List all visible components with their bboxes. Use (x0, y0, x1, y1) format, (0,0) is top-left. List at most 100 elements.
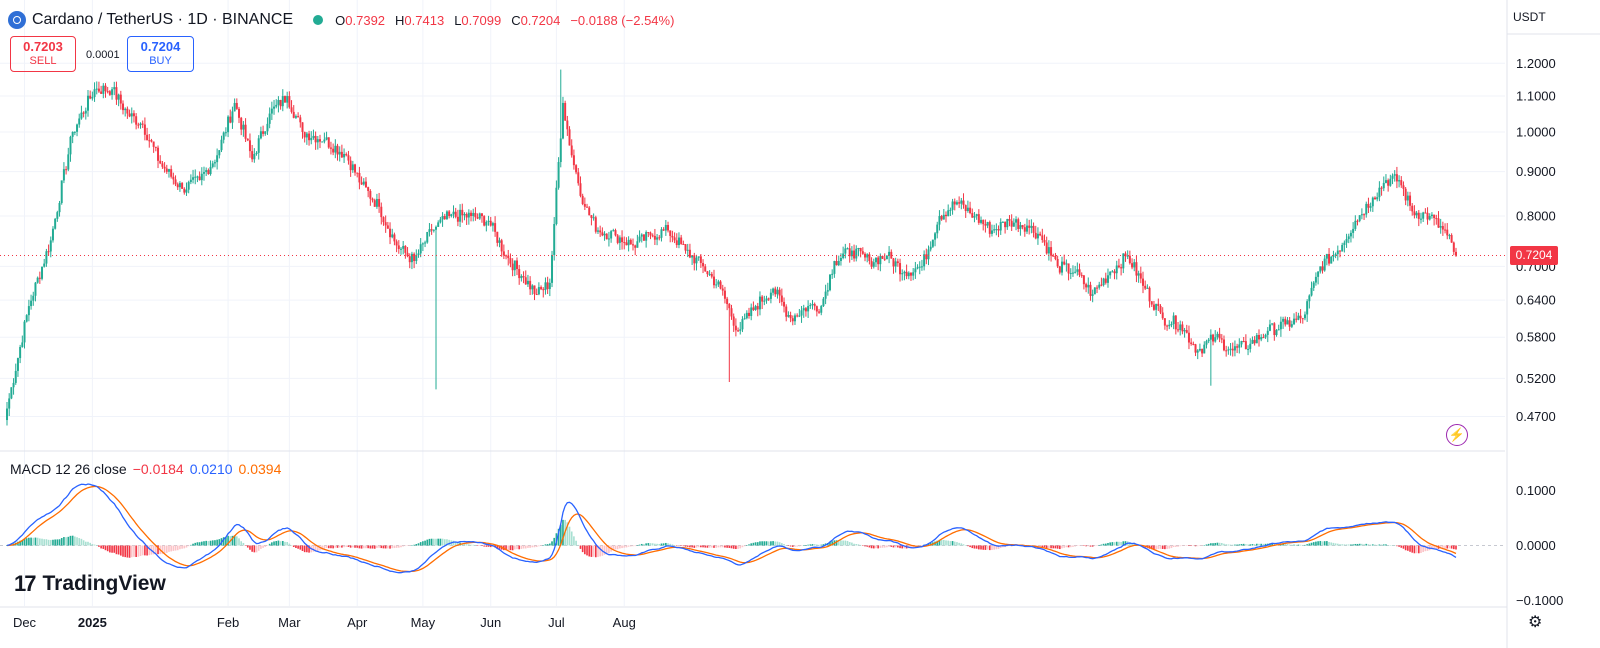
candle-body (1194, 344, 1197, 353)
macd-histogram-bar (761, 541, 763, 546)
candle-body (399, 248, 402, 250)
candle-body (542, 289, 545, 291)
candle-body (1061, 261, 1064, 273)
candle-body (1205, 341, 1208, 345)
candle-body (682, 243, 685, 245)
macd-histogram-bar (575, 540, 577, 546)
candle-body (719, 281, 722, 289)
candle-body (1126, 255, 1129, 257)
candle-body (384, 222, 387, 226)
candle-body (1227, 349, 1230, 351)
macd-histogram-bar (507, 545, 510, 551)
candle-body (702, 262, 705, 267)
macd-histogram-bar (179, 545, 181, 550)
open-value: 0.7392 (345, 12, 386, 28)
macd-histogram-bar (1356, 543, 1359, 546)
macd-histogram-bar (1008, 545, 1011, 546)
macd-histogram-bar (1299, 544, 1302, 546)
candle-body (1004, 221, 1007, 228)
candle-body (1131, 263, 1134, 268)
candle-body (95, 88, 98, 90)
macd-histogram-bar (997, 545, 1000, 549)
candle-body (1212, 334, 1215, 342)
macd-histogram-bar (1317, 541, 1319, 546)
candle-body (787, 315, 790, 317)
macd-histogram-bar (1166, 545, 1168, 550)
macd-histogram-bar (1212, 543, 1214, 546)
candle-body (1019, 225, 1022, 229)
macd-histogram-bar (665, 542, 667, 546)
candle-body (531, 285, 534, 290)
candle-body (951, 201, 954, 210)
macd-histogram-bar (754, 542, 757, 546)
candle-body (778, 289, 781, 296)
macd-histogram-bar (700, 545, 702, 548)
macd-histogram-bar (513, 545, 516, 550)
macd-histogram-bar (34, 537, 37, 546)
spread-value: 0.0001 (86, 49, 120, 61)
macd-histogram-bar (995, 545, 998, 550)
macd-histogram-bar (209, 540, 212, 546)
candle-body (938, 216, 941, 225)
macd-histogram-bar (988, 545, 991, 551)
candle-body (793, 315, 796, 322)
candle-body (139, 123, 142, 126)
macd-histogram-bar (45, 539, 48, 546)
chart-header: Cardano / TetherUS · 1D · BINANCE O0.739… (8, 9, 674, 31)
candle-body (980, 219, 983, 223)
candle-body (537, 287, 540, 295)
macd-legend[interactable]: MACD 12 26 close −0.0184 0.0210 0.0394 (10, 461, 281, 477)
candle-body (1380, 187, 1383, 189)
candle-body (581, 195, 584, 205)
candle-body (949, 209, 952, 211)
macd-histogram-bar (43, 539, 46, 546)
candle-body (1233, 346, 1236, 351)
macd-histogram-bar (301, 545, 304, 551)
macd-histogram-bar (658, 543, 661, 546)
sell-button[interactable]: 0.7203 SELL (10, 36, 76, 72)
candle-body (334, 145, 337, 153)
candle-body (238, 108, 241, 118)
macd-histogram-bar (1172, 545, 1175, 547)
macd-histogram-bar (426, 539, 429, 546)
macd-histogram-bar (986, 545, 989, 550)
candle-body (375, 198, 378, 207)
macd-histogram-bar (327, 545, 330, 549)
macd-histogram-bar (713, 545, 715, 548)
candle-body (627, 239, 630, 246)
candle-body (1128, 255, 1131, 264)
macd-histogram-bar (133, 545, 135, 557)
candle-body (1172, 315, 1175, 325)
macd-histogram-bar (454, 541, 457, 546)
macd-histogram-bar (636, 545, 639, 546)
candle-body (1437, 218, 1440, 228)
macd-histogram-bar (347, 545, 350, 547)
gear-icon[interactable]: ⚙ (1528, 614, 1543, 631)
macd-histogram-bar (65, 537, 67, 546)
candle-body (1424, 212, 1427, 214)
candle-body (522, 276, 525, 278)
candle-body (1446, 229, 1449, 236)
candle-body (1225, 350, 1228, 352)
candle-body (242, 124, 245, 130)
currency-selector[interactable]: USDT (1513, 10, 1546, 24)
macd-histogram-bar (1251, 544, 1254, 546)
candle-body (905, 271, 908, 277)
macd-histogram-bar (1100, 544, 1103, 546)
macd-histogram-bar (813, 544, 816, 546)
lightning-icon[interactable]: ⚡ (1446, 424, 1468, 446)
tradingview-logo[interactable]: 17 TradingView (14, 571, 166, 597)
macd-histogram-bar (960, 543, 963, 546)
macd-histogram-bar (1308, 543, 1311, 546)
candle-body (973, 216, 976, 218)
symbol-title[interactable]: Cardano / TetherUS · 1D · BINANCE (32, 11, 294, 28)
buy-button[interactable]: 0.7204 BUY (127, 36, 194, 72)
candle-body (686, 249, 689, 251)
macd-histogram-bar (805, 545, 807, 546)
macd-histogram-bar (967, 545, 969, 547)
macd-histogram-bar (710, 545, 713, 548)
macd-histogram-bar (942, 539, 945, 546)
macd-histogram-bar (772, 541, 774, 546)
candle-body (316, 139, 319, 143)
